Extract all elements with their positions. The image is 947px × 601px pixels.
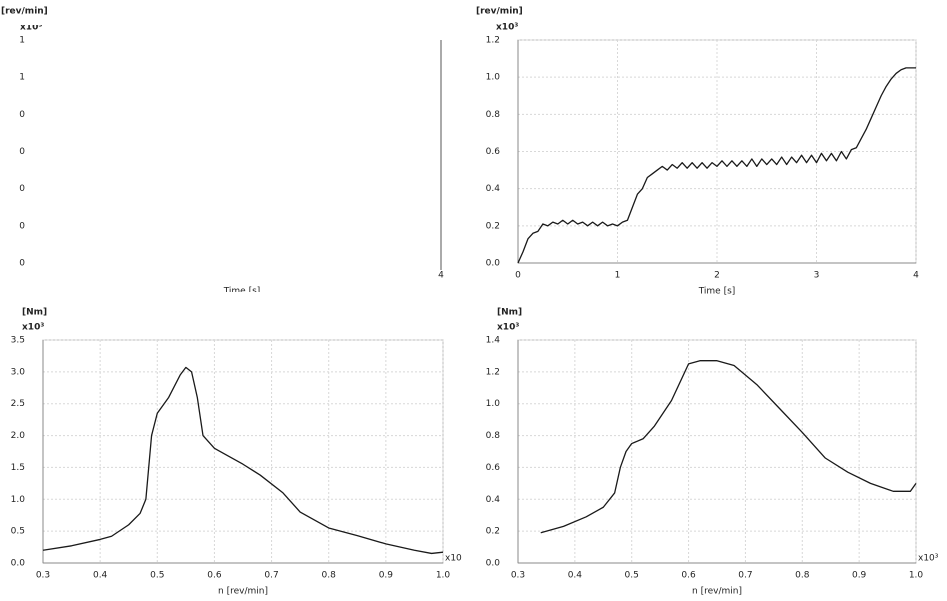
y-tick-label: 2.0 xyxy=(11,431,26,441)
data-line xyxy=(540,360,917,534)
x-tick-label: 1.0 xyxy=(909,571,924,581)
y-tick-label: 1.0 xyxy=(486,399,501,409)
x-tick-label: 0.5 xyxy=(150,571,164,581)
y-tick-label: 0.0 xyxy=(486,259,501,269)
x-tick-label: 0.6 xyxy=(207,571,222,581)
x-axis-label: Time [s] xyxy=(223,287,261,297)
x-tick-label: 0.7 xyxy=(738,571,752,581)
data-line xyxy=(517,67,916,264)
x-tick-label: 4 xyxy=(438,271,444,281)
y-unit-label: [rev/min] xyxy=(1,7,48,17)
y-tick-label: 1.2 xyxy=(486,367,500,377)
panel: x10³ 0.0 0.2 0.4 0.6 0.8 1.0 1.2 0 1 2 3 4 Time [s] xyxy=(486,23,919,297)
y-tick-label: 0.5 xyxy=(11,527,25,537)
y-tick-label: 0 xyxy=(19,259,25,269)
y-scale-label: x10³ xyxy=(497,323,519,333)
y-scale-label: x10³ xyxy=(496,23,518,33)
plot-frame xyxy=(517,339,917,564)
x-tick-label: 0 xyxy=(515,271,521,281)
x-tick-label: 0.3 xyxy=(36,571,50,581)
x-tick-label: 0.4 xyxy=(93,571,108,581)
y-tick-label: 2.5 xyxy=(11,399,25,409)
x-tick-label: 0.3 xyxy=(511,571,525,581)
x-tick-label: 4 xyxy=(913,271,919,281)
x-tick-label: 3 xyxy=(814,271,820,281)
x-scale-label: x10 xyxy=(445,554,462,564)
y-tick-label: 0.4 xyxy=(486,495,501,505)
plot-frame xyxy=(42,339,444,564)
y-unit-label: [Nm] xyxy=(497,308,522,318)
data-line xyxy=(42,366,444,555)
x-tick-label: 0.8 xyxy=(795,571,810,581)
x-axis-label: n [rev/min] xyxy=(692,587,742,597)
x-axis-label: Time [s] xyxy=(698,287,736,297)
y-tick-label: 1.4 xyxy=(486,336,501,346)
x-tick-label: 2 xyxy=(714,271,720,281)
x-tick-label: 1.0 xyxy=(436,571,451,581)
y-tick-label: 0.6 xyxy=(486,463,501,473)
x-tick-label: 0.5 xyxy=(625,571,639,581)
y-tick-label: 1.0 xyxy=(11,495,26,505)
y-unit-label: [rev/min] xyxy=(476,7,523,17)
y-tick-label: 3.5 xyxy=(11,336,25,346)
y-tick-label: 0.6 xyxy=(486,147,501,157)
y-scale-label: x10³ xyxy=(20,23,42,33)
x-tick-label: 0.6 xyxy=(681,571,696,581)
y-tick-label: 1.5 xyxy=(11,463,25,473)
y-tick-label: 0 xyxy=(19,110,25,120)
y-tick-label: 1 xyxy=(19,36,25,46)
y-tick-label: 1 xyxy=(19,73,25,83)
x-tick-label: 0.4 xyxy=(568,571,583,581)
y-scale-label: x10³ xyxy=(22,323,44,333)
y-tick-label: 0.0 xyxy=(11,559,26,569)
y-unit-label: [Nm] xyxy=(22,308,47,318)
y-tick-label: 1.0 xyxy=(486,73,501,83)
panel: x10³ 0.0 0.5 1.0 1.5 2.0 2.5 3.0 3.5 0.3 0.4 0.5 0.6… xyxy=(11,323,462,597)
x-tick-label: 0.9 xyxy=(379,571,394,581)
x-axis-label: n [rev/min] xyxy=(218,587,268,597)
y-tick-label: 0.2 xyxy=(486,221,500,231)
panel: x10³ 0.0 0.2 0.4 0.6 0.8 1.0 1.2 1.4 0.3 0.4 0.5 0.6… xyxy=(486,323,939,597)
y-tick-label: 3.0 xyxy=(11,367,26,377)
y-tick-label: 0 xyxy=(19,221,25,231)
x-tick-label: 1 xyxy=(615,271,621,281)
panel: x10³ 1 1 0 0 0 0 0 4 Time [s] xyxy=(19,23,444,297)
y-tick-label: 0.4 xyxy=(486,184,501,194)
y-tick-label: 0.8 xyxy=(486,110,501,120)
y-tick-label: 0.2 xyxy=(486,527,500,537)
x-tick-label: 0.8 xyxy=(322,571,337,581)
x-scale-label: x10³ xyxy=(918,554,939,564)
x-tick-label: 0.9 xyxy=(852,571,867,581)
x-tick-label: 0.7 xyxy=(264,571,278,581)
y-tick-label: 0 xyxy=(19,184,25,194)
y-tick-label: 1.2 xyxy=(486,36,500,46)
y-tick-label: 0.0 xyxy=(486,559,501,569)
y-tick-label: 0 xyxy=(19,147,25,157)
y-tick-label: 0.8 xyxy=(486,431,501,441)
